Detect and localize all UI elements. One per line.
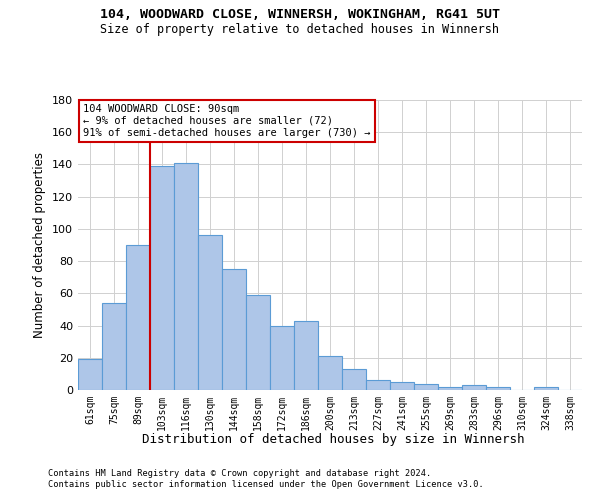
Bar — [126, 245, 150, 390]
Text: 104 WOODWARD CLOSE: 90sqm
← 9% of detached houses are smaller (72)
91% of semi-d: 104 WOODWARD CLOSE: 90sqm ← 9% of detach… — [83, 104, 371, 138]
Bar — [534, 387, 558, 390]
Bar — [150, 166, 174, 390]
Bar — [462, 385, 486, 390]
Bar — [270, 326, 294, 390]
Bar — [102, 303, 126, 390]
Y-axis label: Number of detached properties: Number of detached properties — [34, 152, 46, 338]
Bar — [438, 387, 462, 390]
Text: Distribution of detached houses by size in Winnersh: Distribution of detached houses by size … — [142, 432, 524, 446]
Text: 104, WOODWARD CLOSE, WINNERSH, WOKINGHAM, RG41 5UT: 104, WOODWARD CLOSE, WINNERSH, WOKINGHAM… — [100, 8, 500, 20]
Bar — [414, 384, 438, 390]
Bar — [198, 236, 222, 390]
Bar — [78, 360, 102, 390]
Bar — [174, 163, 198, 390]
Bar — [486, 387, 510, 390]
Bar — [246, 295, 270, 390]
Bar — [294, 320, 318, 390]
Bar — [390, 382, 414, 390]
Text: Size of property relative to detached houses in Winnersh: Size of property relative to detached ho… — [101, 22, 499, 36]
Bar — [366, 380, 390, 390]
Bar — [318, 356, 342, 390]
Bar — [342, 369, 366, 390]
Text: Contains HM Land Registry data © Crown copyright and database right 2024.: Contains HM Land Registry data © Crown c… — [48, 468, 431, 477]
Bar — [222, 269, 246, 390]
Text: Contains public sector information licensed under the Open Government Licence v3: Contains public sector information licen… — [48, 480, 484, 489]
